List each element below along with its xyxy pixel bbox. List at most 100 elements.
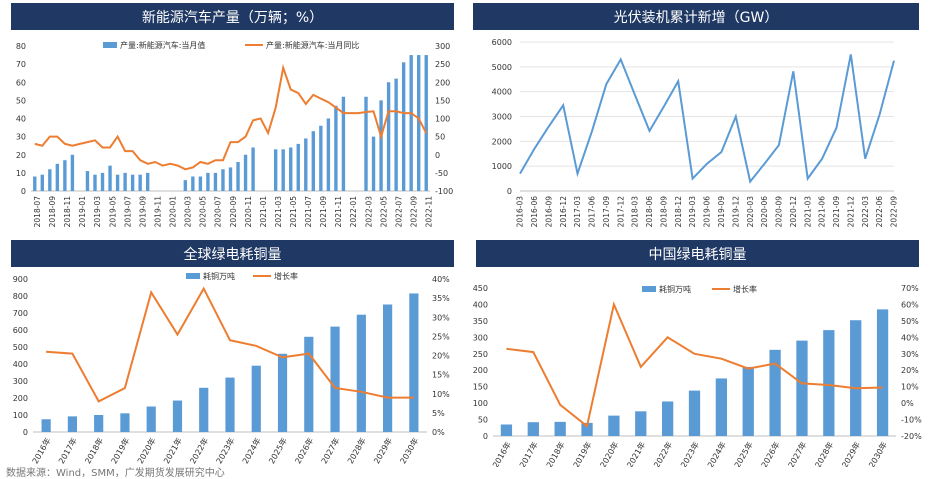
x-tick-label: 2021-01 xyxy=(259,196,268,228)
x-tick-label: 2018-09 xyxy=(48,196,57,228)
legend-bar-swatch xyxy=(103,42,117,48)
x-tick-label: 2018-09 xyxy=(659,196,668,228)
x-tick-label: 2021-09 xyxy=(832,196,841,228)
y-right-tick-label: 50% xyxy=(901,317,919,326)
x-tick-label: 2019-07 xyxy=(123,196,132,228)
legend-bar-label: 耗铜万吨 xyxy=(203,271,235,281)
y-left-tick-label: 400 xyxy=(13,360,28,369)
bar xyxy=(94,415,104,432)
x-tick-label: 2027年 xyxy=(786,440,809,467)
bar xyxy=(401,62,406,191)
series-line xyxy=(46,286,414,403)
y-left-tick-label: 600 xyxy=(13,326,28,335)
x-tick-label: 2018-03 xyxy=(631,196,640,228)
bar xyxy=(371,136,376,191)
bar xyxy=(850,320,862,436)
x-tick-label: 2016年 xyxy=(490,440,513,467)
y-tick-label: 1000 xyxy=(492,162,512,171)
bar xyxy=(742,366,754,436)
bar xyxy=(199,387,209,432)
x-tick-label: 2029年 xyxy=(839,440,862,467)
bar xyxy=(277,353,288,432)
bar xyxy=(394,78,398,191)
x-tick-label: 2020-06 xyxy=(760,196,769,228)
x-tick-label: 2017年 xyxy=(56,436,79,466)
y-right-tick-label: 60% xyxy=(901,300,919,309)
bar xyxy=(364,96,368,191)
x-tick-label: 2018-12 xyxy=(674,196,683,228)
bar xyxy=(123,172,127,191)
y-left-tick-label: 350 xyxy=(473,317,488,326)
y-tick-label: 6000 xyxy=(492,38,512,47)
bar xyxy=(221,169,225,191)
bar xyxy=(796,340,808,436)
x-tick-label: 2018-07 xyxy=(33,196,42,228)
x-tick-label: 2022-11 xyxy=(424,196,433,228)
x-tick-label: 2018-11 xyxy=(63,196,72,228)
y-right-tick-label: 40% xyxy=(901,333,919,342)
bar xyxy=(409,293,419,432)
y-left-tick-label: 900 xyxy=(13,275,28,284)
x-tick-label: 2016年 xyxy=(30,436,53,466)
chart3-global-copper: 0 100 200 300 400 500 600 700 800 900 0% 5% 10% 15% 20… xyxy=(13,271,450,466)
bar xyxy=(115,174,120,191)
y-left-tick-label: 300 xyxy=(473,333,488,342)
chart4-china-copper: 0 50 100 150 200 250 300 350 400 450 -20% -10% 0% 10%… xyxy=(473,284,922,467)
x-tick-label: 2027年 xyxy=(319,436,342,466)
y-left-tick-label: 30 xyxy=(16,133,26,142)
y-left-tick-label: 700 xyxy=(13,309,28,318)
bar xyxy=(296,143,300,191)
y-right-tick-label: 0 xyxy=(435,151,440,160)
chart3-title-banner: 全球绿电耗铜量 xyxy=(11,240,454,267)
x-tick-label: 2019-03 xyxy=(93,196,102,228)
x-tick-label: 2025年 xyxy=(266,436,289,466)
x-tick-label: 2024年 xyxy=(705,440,728,467)
y-left-tick-label: 200 xyxy=(13,394,28,403)
y-right-tick-label: 50 xyxy=(435,133,445,142)
bar xyxy=(120,413,130,432)
x-tick-label: 2017-09 xyxy=(602,196,611,228)
x-tick-label: 2028年 xyxy=(345,436,368,466)
x-tick-label: 2026年 xyxy=(759,440,782,467)
x-tick-label: 2030年 xyxy=(398,436,421,466)
bar xyxy=(554,421,566,436)
y-left-tick-label: 100 xyxy=(473,399,488,408)
chart2-title: 光伏装机累计新增（GW） xyxy=(613,9,779,26)
y-right-tick-label: -100 xyxy=(435,187,453,196)
legend-bar-swatch xyxy=(186,273,200,279)
bar xyxy=(138,174,142,191)
y-right-tick-label: 10% xyxy=(432,390,450,399)
x-tick-label: 2022-05 xyxy=(379,196,388,228)
x-tick-label: 2019-09 xyxy=(138,196,147,228)
bar xyxy=(608,415,620,436)
y-right-tick-label: 25% xyxy=(432,332,450,341)
y-left-tick-label: 0 xyxy=(23,428,28,437)
y-right-tick-label: 150 xyxy=(435,96,450,105)
y-right-tick-label: -10% xyxy=(901,416,922,425)
bar xyxy=(876,309,889,436)
x-tick-label: 2019年 xyxy=(571,440,594,467)
x-tick-label: 2022年 xyxy=(187,436,210,466)
y-right-tick-label: 100 xyxy=(435,115,450,124)
y-right-tick-label: 70% xyxy=(901,284,919,293)
bar xyxy=(341,96,346,191)
bar xyxy=(688,390,701,436)
x-tick-label: 2021-07 xyxy=(304,196,313,228)
bar xyxy=(100,172,105,191)
bar xyxy=(661,401,674,436)
x-tick-label: 2026年 xyxy=(293,436,316,466)
x-tick-label: 2019-09 xyxy=(717,196,726,228)
y-left-tick-label: 500 xyxy=(13,343,28,352)
x-tick-label: 2020-07 xyxy=(214,196,223,228)
y-right-tick-label: 35% xyxy=(432,294,450,303)
bar xyxy=(409,55,413,191)
bar xyxy=(228,167,233,191)
y-left-tick-label: 250 xyxy=(473,350,488,359)
x-tick-label: 2016-09 xyxy=(544,196,553,228)
series-line xyxy=(34,63,428,171)
bar xyxy=(527,422,539,436)
chart1-title-banner: 新能源汽车产量（万辆；%） xyxy=(11,3,454,30)
bar xyxy=(145,172,150,191)
y-tick-label: 3000 xyxy=(492,113,512,122)
bar xyxy=(386,82,391,191)
